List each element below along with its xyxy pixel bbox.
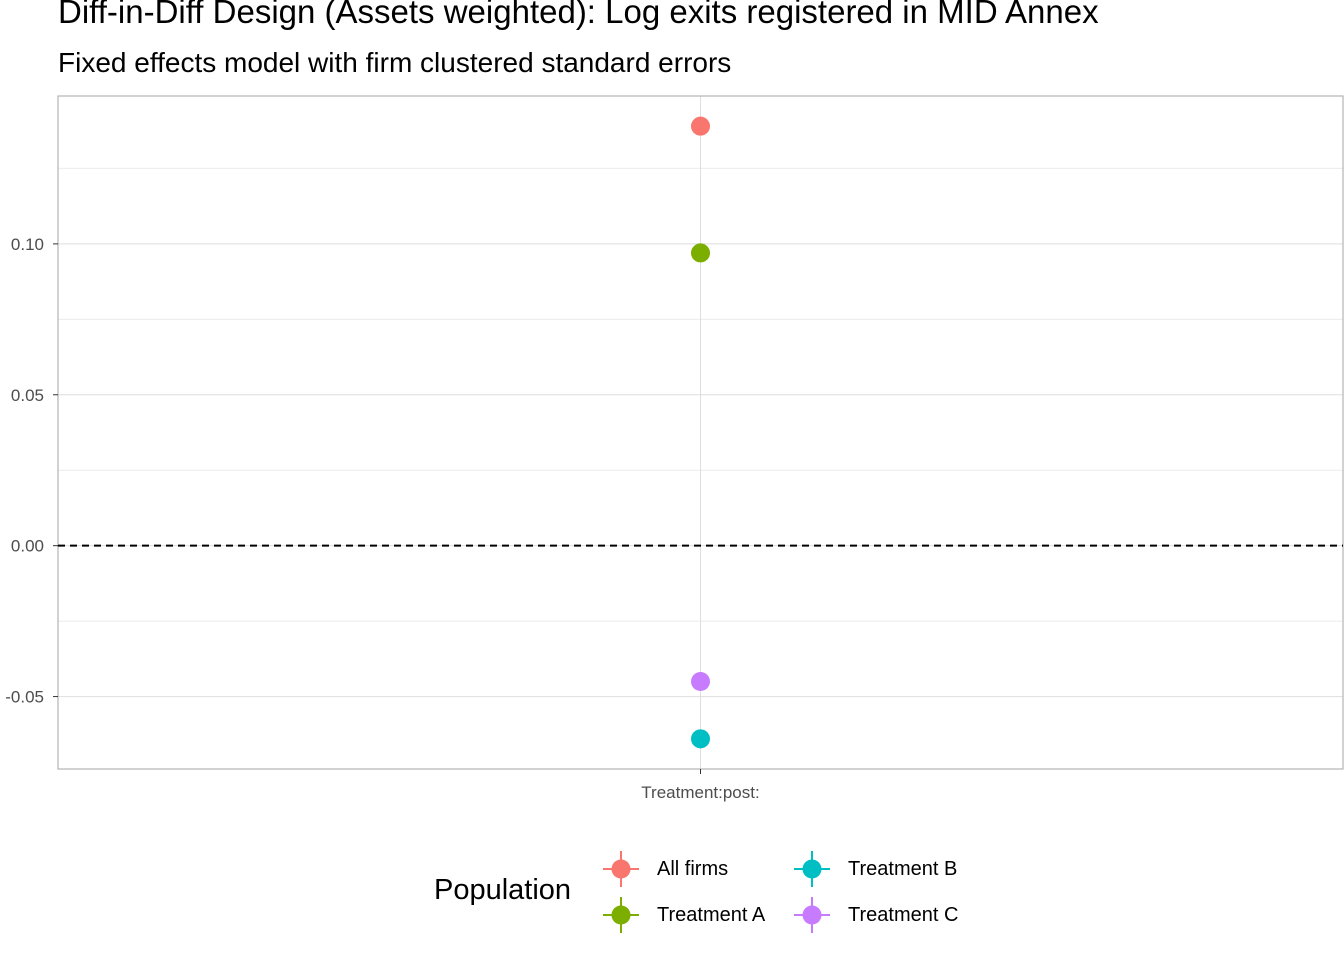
y-tick-label: 0.05 bbox=[11, 386, 44, 405]
y-tick-label: 0.10 bbox=[11, 235, 44, 254]
legend-title: Population bbox=[434, 874, 572, 906]
legend-label-treatment-c: Treatment C bbox=[848, 903, 959, 926]
legend-key-treatment-a bbox=[603, 897, 639, 933]
data-point-treatment-a bbox=[691, 243, 710, 263]
data-point-all-firms bbox=[691, 116, 710, 136]
legend-label-treatment-b: Treatment B bbox=[848, 857, 958, 880]
legend-item-all-firms: All firms bbox=[601, 849, 728, 889]
x-tick-label: Treatment:post: bbox=[641, 783, 759, 802]
legend-label-all-firms: All firms bbox=[657, 857, 729, 880]
chart-subtitle: Fixed effects model with firm clustered … bbox=[58, 47, 732, 78]
legend-item-treatment-c: Treatment C bbox=[792, 895, 958, 935]
data-point-treatment-c bbox=[691, 671, 710, 691]
y-tick-label: 0.00 bbox=[11, 537, 44, 556]
legend-key-all-firms bbox=[603, 851, 639, 887]
data-point-treatment-b bbox=[691, 729, 710, 749]
y-tick-label: -0.05 bbox=[5, 688, 44, 707]
legend-key-treatment-c bbox=[794, 897, 830, 933]
legend-item-treatment-a: Treatment A bbox=[601, 895, 765, 935]
chart-plot: -0.05 0.00 0.05 0.10 Treatment:post: bbox=[5, 95, 1344, 802]
legend-item-treatment-b: Treatment B bbox=[792, 849, 957, 889]
legend-label-treatment-a: Treatment A bbox=[657, 903, 766, 926]
legend-key-treatment-b bbox=[794, 851, 830, 887]
chart-title: Diff-in-Diff Design (Assets weighted): L… bbox=[58, 0, 1099, 30]
